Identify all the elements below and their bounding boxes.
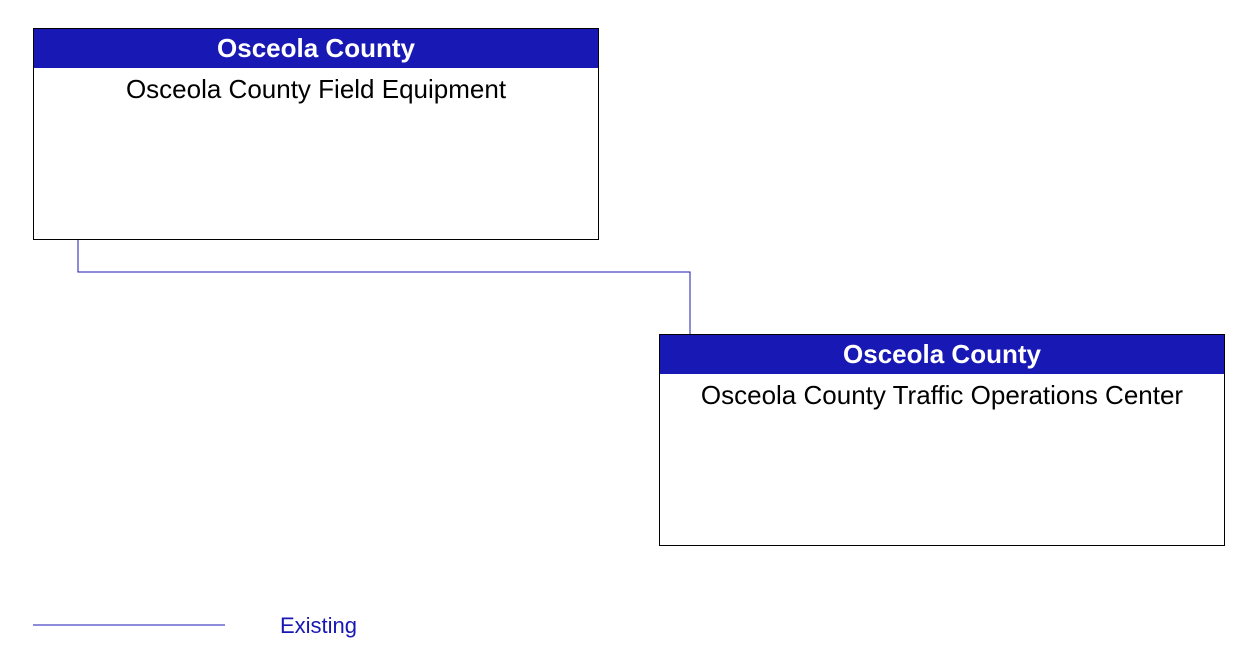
node-body-text: Osceola County Field Equipment: [126, 74, 506, 104]
node-body: Osceola County Field Equipment: [34, 68, 598, 105]
diagram-container: Osceola County Osceola County Field Equi…: [0, 0, 1252, 658]
node-header: Osceola County: [660, 335, 1224, 374]
node-header-text: Osceola County: [217, 33, 415, 63]
edge-line: [78, 240, 690, 334]
node-header: Osceola County: [34, 29, 598, 68]
node-traffic-operations-center: Osceola County Osceola County Traffic Op…: [659, 334, 1225, 546]
node-field-equipment: Osceola County Osceola County Field Equi…: [33, 28, 599, 240]
legend-text: Existing: [280, 613, 357, 638]
node-body: Osceola County Traffic Operations Center: [660, 374, 1224, 411]
node-body-text: Osceola County Traffic Operations Center: [701, 380, 1183, 410]
node-header-text: Osceola County: [843, 339, 1041, 369]
legend-label: Existing: [280, 613, 357, 639]
